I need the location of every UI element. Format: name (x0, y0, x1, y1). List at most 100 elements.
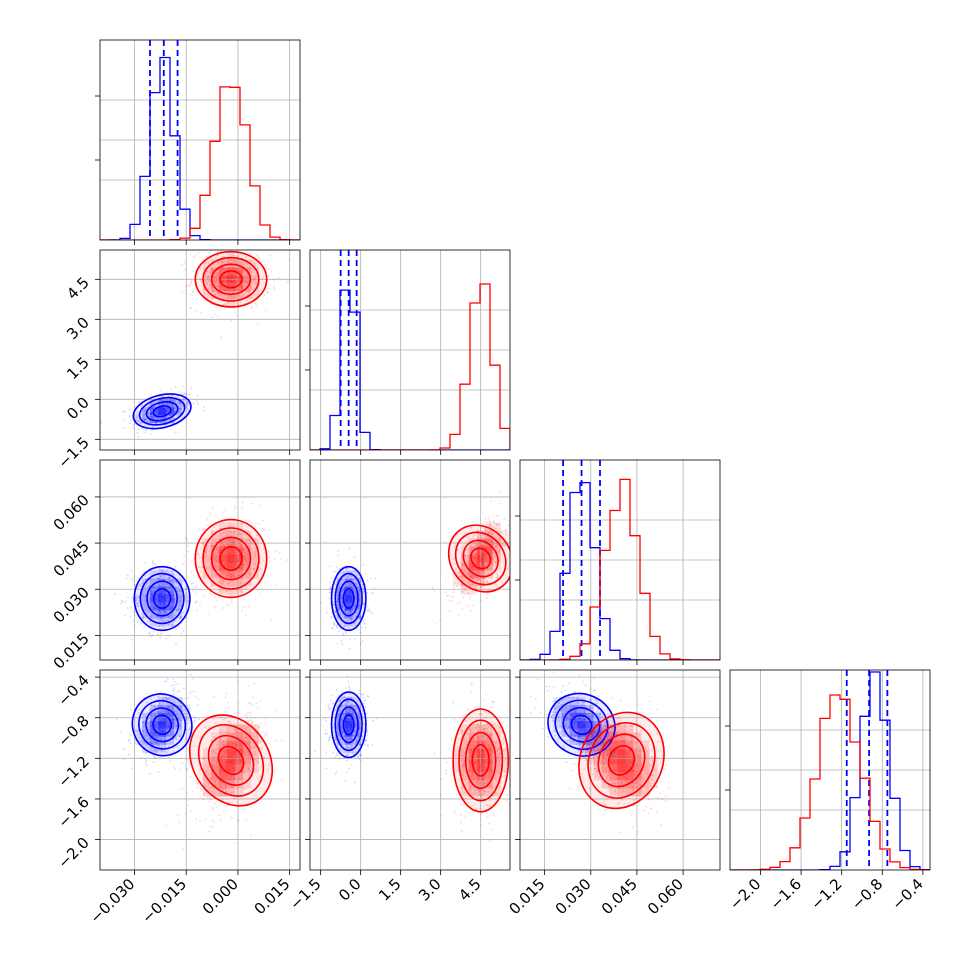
sample-point (149, 724, 152, 726)
sample-point (220, 731, 223, 734)
sample-point (235, 730, 238, 733)
sample-point (332, 601, 335, 603)
density-cell (174, 696, 183, 705)
sample-point (515, 536, 517, 538)
sample-point (165, 611, 168, 614)
sample-point (224, 783, 227, 786)
sample-point (151, 416, 153, 419)
sample-point (129, 742, 132, 745)
sample-point (221, 572, 224, 574)
sample-point (173, 411, 176, 414)
sample-point (141, 427, 144, 430)
sample-point (226, 761, 229, 763)
sample-point (176, 709, 179, 712)
sample-point (508, 555, 510, 558)
sample-point (222, 570, 225, 573)
sample-point (458, 778, 460, 781)
sample-point (565, 717, 568, 719)
sample-point (227, 729, 229, 732)
sample-point (487, 532, 490, 535)
sample-point (245, 726, 248, 729)
sample-point (328, 738, 331, 741)
sample-point (148, 585, 151, 588)
sample-point (350, 704, 353, 707)
sample-point (166, 720, 169, 722)
sample-point (204, 770, 207, 773)
sample-point (224, 696, 227, 699)
sample-point (140, 421, 143, 424)
sample-point (162, 412, 164, 414)
sample-point (471, 804, 474, 807)
sample-point (233, 567, 235, 569)
sample-point (178, 390, 181, 393)
density-cell (158, 399, 167, 408)
sample-point (218, 551, 221, 554)
density-cell (625, 764, 634, 773)
sample-point (178, 402, 180, 405)
density-cell (235, 772, 243, 781)
sample-point (158, 625, 161, 628)
sample-point (249, 260, 252, 263)
sample-point (119, 602, 122, 605)
sample-point (217, 254, 220, 257)
sample-point (480, 813, 482, 815)
sample-point (355, 615, 357, 617)
density-cell (352, 578, 361, 587)
sample-point (341, 718, 343, 720)
density-cell (174, 407, 183, 416)
sample-point (219, 283, 222, 286)
sample-point (476, 747, 479, 750)
sample-point (336, 600, 339, 603)
sample-point (363, 699, 366, 702)
sample-point (490, 775, 492, 778)
sample-point (246, 550, 249, 552)
sample-point (152, 704, 155, 707)
sample-point (478, 542, 481, 545)
sample-point (161, 625, 164, 627)
sample-point (153, 748, 156, 751)
sample-point (349, 610, 351, 612)
sample-point (245, 290, 248, 292)
sample-point (495, 546, 497, 549)
sample-point (215, 761, 218, 764)
density-cell (633, 732, 642, 741)
sample-point (222, 787, 225, 790)
sample-point (586, 723, 589, 725)
sample-point (164, 411, 166, 413)
sample-point (461, 758, 463, 761)
sample-point (172, 406, 174, 409)
sample-point (185, 717, 188, 720)
sample-point (461, 591, 464, 593)
density-cell (492, 538, 501, 547)
sample-point (246, 281, 249, 284)
sample-point (243, 563, 246, 566)
sample-point (158, 611, 161, 614)
sample-point (493, 521, 495, 523)
sample-point (355, 739, 358, 742)
sample-point (249, 268, 252, 270)
sample-point (137, 621, 139, 623)
sample-point (160, 407, 163, 410)
sample-point (270, 270, 273, 273)
sample-point (167, 733, 170, 736)
sample-point (488, 839, 491, 842)
sample-point (360, 753, 362, 756)
sample-point (266, 768, 269, 771)
sample-point (353, 730, 356, 733)
density-cell (227, 764, 235, 773)
sample-point (474, 722, 477, 725)
sample-point (167, 711, 170, 714)
sample-point (224, 574, 227, 576)
sample-point (224, 749, 226, 752)
sample-point (163, 596, 165, 599)
sample-point (346, 599, 348, 602)
sample-point (196, 735, 199, 737)
density-cell (625, 732, 634, 741)
sample-point (171, 605, 174, 607)
sample-point (231, 281, 234, 284)
sample-point (250, 573, 253, 576)
sample-point (188, 284, 191, 287)
sample-point (236, 560, 239, 563)
sample-point (515, 520, 517, 522)
sample-point (206, 796, 209, 798)
